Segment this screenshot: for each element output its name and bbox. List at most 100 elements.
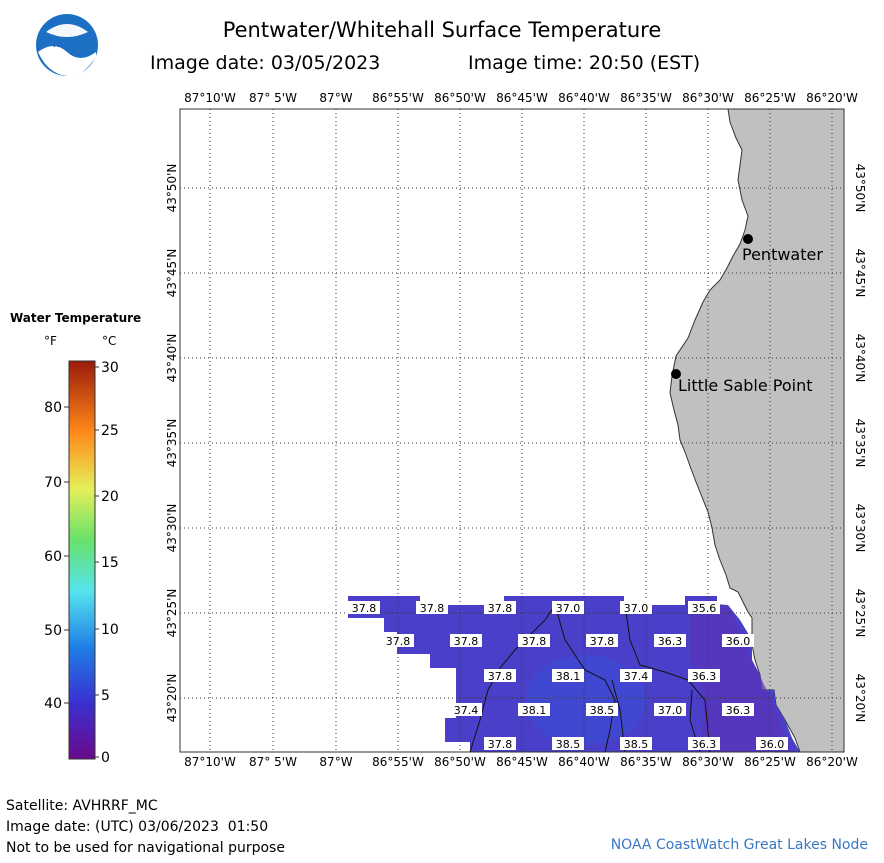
lon-label: 87° 5'W	[249, 755, 297, 769]
warm-core	[525, 655, 645, 745]
lat-label: 43°20'N	[165, 674, 179, 723]
temp-label: 37.8	[488, 602, 513, 615]
temp-label-bg	[552, 601, 584, 614]
lat-label: 43°35'N	[165, 419, 179, 468]
satellite-label: Satellite: AVHRRF_MC	[6, 798, 158, 814]
lon-label: 86°50'W	[434, 755, 486, 769]
temp-label: 36.3	[726, 704, 751, 717]
lat-label: 43°35'N	[853, 419, 867, 468]
temp-label-bg	[416, 601, 448, 614]
temp-label: 37.8	[488, 738, 513, 751]
legend-f-tick: 60	[44, 549, 62, 565]
temp-label-bg	[382, 634, 414, 647]
lon-label: 86°30'W	[682, 91, 734, 105]
temp-label: 37.8	[454, 635, 479, 648]
temp-label: 37.8	[352, 602, 377, 615]
temp-label-bg	[756, 737, 788, 750]
logo-text: NOAA	[53, 40, 82, 50]
temp-label-bg	[620, 669, 652, 682]
lon-label: 86°40'W	[558, 91, 610, 105]
temp-label: 36.0	[726, 635, 751, 648]
temp-label-bg	[348, 601, 380, 614]
lon-label: 86°35'W	[620, 91, 672, 105]
temp-label-bg	[484, 601, 516, 614]
temp-label-bg	[586, 634, 618, 647]
place-label: Little Sable Point	[678, 376, 813, 395]
place-marker	[671, 369, 681, 379]
lon-label: 86°40'W	[558, 755, 610, 769]
temp-label: 35.6	[692, 602, 717, 615]
disclaimer: Not to be used for navigational purpose	[6, 840, 285, 856]
temp-label: 37.0	[658, 704, 683, 717]
temp-label: 38.5	[556, 738, 581, 751]
temp-label-bg	[620, 737, 652, 750]
legend-title: Water Temperature	[10, 311, 142, 325]
temp-label-bg	[654, 634, 686, 647]
temp-label: 36.3	[658, 635, 683, 648]
temp-label-bg	[484, 669, 516, 682]
lat-label: 43°40'N	[165, 334, 179, 383]
temp-label: 37.0	[624, 602, 649, 615]
page-title: Pentwater/Whitehall Surface Temperature	[222, 18, 662, 42]
temp-label: 36.3	[692, 738, 717, 751]
lon-label: 87°10'W	[184, 91, 236, 105]
lat-label: 43°50'N	[165, 164, 179, 213]
temp-label: 38.5	[624, 738, 649, 751]
temp-label-bg	[484, 737, 516, 750]
lat-label: 43°30'N	[853, 504, 867, 553]
place-label: Pentwater	[742, 245, 823, 264]
lon-label: 86°45'W	[496, 91, 548, 105]
lon-label: 87°W	[319, 91, 352, 105]
image-time-label: Image time: 20:50 (EST)	[468, 52, 701, 74]
legend-c-tick: 30	[101, 360, 119, 376]
legend-c-tick: 20	[101, 489, 119, 505]
legend-c-tick: 0	[101, 750, 110, 766]
lon-label: 86°25'W	[744, 91, 796, 105]
temp-label: 36.0	[760, 738, 785, 751]
lon-label: 86°55'W	[372, 91, 424, 105]
legend-unit-c: °C	[102, 334, 117, 348]
utc-date-label: Image date: (UTC) 03/06/2023 01:50	[6, 819, 269, 835]
temp-label: 37.8	[386, 635, 411, 648]
temp-label: 37.8	[590, 635, 615, 648]
lat-label: 43°50'N	[853, 164, 867, 213]
legend-c-tick: 25	[101, 423, 119, 439]
temp-label-bg	[688, 669, 720, 682]
lat-label: 43°25'N	[853, 589, 867, 638]
legend-c-tick: 15	[101, 555, 119, 571]
noaa-logo: NOAA	[36, 14, 98, 77]
lon-label: 86°50'W	[434, 91, 486, 105]
temp-label: 37.4	[454, 704, 479, 717]
lat-label: 43°20'N	[853, 674, 867, 723]
temp-label: 37.8	[522, 635, 547, 648]
lon-label: 86°25'W	[744, 755, 796, 769]
temp-label: 37.8	[488, 670, 513, 683]
image-date-label: Image date: 03/05/2023	[150, 52, 381, 74]
temp-label: 37.0	[556, 602, 581, 615]
temp-label-bg	[552, 669, 584, 682]
lat-label: 43°25'N	[165, 589, 179, 638]
lon-label: 86°20'W	[806, 91, 858, 105]
isotherm-line	[554, 604, 616, 753]
temp-label-bg	[722, 634, 754, 647]
lat-label: 43°45'N	[853, 249, 867, 298]
temp-label-bg	[654, 703, 686, 716]
lon-label: 86°20'W	[806, 755, 858, 769]
color-bar	[68, 360, 96, 760]
legend-f-tick: 50	[44, 623, 62, 639]
legend-unit-f: °F	[44, 334, 57, 348]
temp-label: 38.1	[556, 670, 581, 683]
cool-patch	[685, 600, 792, 752]
isotherm-line	[624, 604, 711, 753]
lon-label: 86°35'W	[620, 755, 672, 769]
temp-label-bg	[450, 703, 482, 716]
legend-f-tick: 80	[44, 400, 62, 416]
lon-label: 87° 5'W	[249, 91, 297, 105]
lat-label: 43°45'N	[165, 249, 179, 298]
temp-label-bg	[450, 634, 482, 647]
temp-label: 38.5	[590, 704, 615, 717]
legend-f-tick: 70	[44, 475, 62, 491]
legend-c-tick: 10	[101, 622, 119, 638]
credit-label: NOAA CoastWatch Great Lakes Node	[610, 837, 868, 853]
